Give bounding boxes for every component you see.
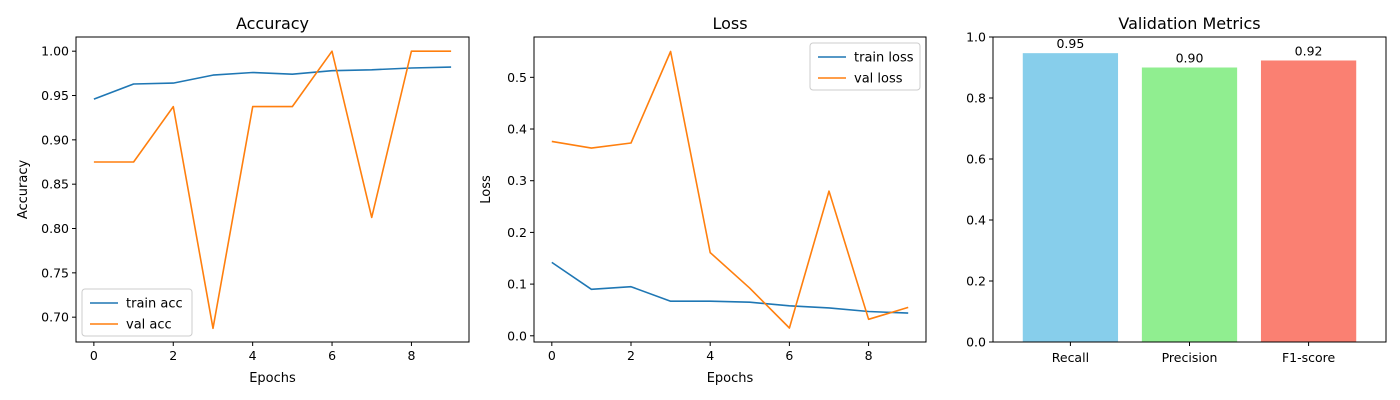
- bar-value-label: 0.92: [1295, 43, 1323, 58]
- legend-label: val acc: [126, 318, 172, 333]
- y-tick-label: 0.2: [966, 274, 986, 289]
- x-tick-label: 0: [548, 348, 556, 363]
- y-tick-label: 0.75: [41, 265, 69, 280]
- y-tick-label: 0.95: [41, 88, 69, 103]
- y-tick-label: 0.3: [507, 173, 527, 188]
- x-tick-label: 4: [706, 348, 714, 363]
- y-tick-label: 1.0: [966, 30, 986, 45]
- axes-frame: [75, 36, 470, 343]
- y-tick-label: 0.70: [41, 310, 69, 325]
- x-tick-label: Recall: [1052, 350, 1089, 365]
- x-tick-label: 6: [328, 348, 336, 363]
- bar-value-label: 0.90: [1176, 51, 1204, 66]
- y-tick-label: 0.6: [966, 152, 986, 167]
- bar-value-label: 0.95: [1056, 36, 1084, 51]
- legend: train acc val acc: [81, 288, 193, 337]
- legend-label: train loss: [854, 51, 914, 66]
- y-tick-label: 1.00: [41, 44, 69, 59]
- series-line-train-acc: [93, 66, 452, 100]
- bar-f1-score: [1260, 60, 1357, 343]
- y-tick-label: 0.90: [41, 132, 69, 147]
- chart-panel-3: Validation Metrics 0.0 0.2 0.4 0.6 0.8 1.0 0.95…: [966, 14, 1387, 365]
- x-tick-label: 2: [627, 348, 635, 363]
- x-axis-label: Epochs: [707, 371, 754, 386]
- legend-label: val loss: [854, 72, 903, 87]
- axes-frame: [533, 36, 927, 343]
- x-tick-label: 0: [90, 348, 98, 363]
- y-tick-label: 0.1: [507, 277, 527, 292]
- y-tick-label: 0.4: [507, 122, 527, 137]
- y-tick-label: 0.0: [507, 328, 527, 343]
- bar-precision: [1141, 67, 1238, 342]
- y-tick-label: 0.4: [966, 213, 986, 228]
- x-tick-label: 6: [785, 348, 793, 363]
- chart-panel-2: Loss 0.0 0.1 0.2 0.3 0.4 0.5 0 2 4 6 8 Epochs Loss tra…: [479, 14, 927, 386]
- y-tick-label: 0.5: [507, 70, 527, 85]
- y-axis-label: Loss: [479, 175, 494, 204]
- x-tick-label: 4: [249, 348, 257, 363]
- bar-recall: [1022, 53, 1119, 342]
- chart-title: Validation Metrics: [1118, 14, 1260, 33]
- axes-frame: [992, 36, 1387, 343]
- x-tick-label: 8: [407, 348, 415, 363]
- series-line-train-loss: [551, 261, 909, 314]
- y-tick-label: 0.8: [966, 91, 986, 106]
- chart-title: Accuracy: [236, 14, 309, 33]
- y-tick-label: 0.0: [966, 335, 986, 350]
- legend-label: train acc: [126, 297, 183, 312]
- x-tick-label: F1-score: [1282, 350, 1336, 365]
- y-axis-label: Accuracy: [16, 160, 31, 220]
- chart-title: Loss: [712, 14, 747, 33]
- series-line-val-acc: [93, 50, 452, 330]
- x-axis-label: Epochs: [249, 371, 296, 386]
- series-line-val-loss: [551, 50, 909, 329]
- y-tick-label: 0.80: [41, 221, 69, 236]
- x-tick-label: 8: [865, 348, 873, 363]
- y-tick-label: 0.85: [41, 177, 69, 192]
- chart-panel-1: Accuracy 0.70 0.75 0.80 0.85 0.90 0.95 1.00 0 2 4 6…: [16, 14, 470, 386]
- y-tick-label: 0.2: [507, 225, 527, 240]
- x-tick-label: Precision: [1162, 350, 1218, 365]
- legend: train loss val loss: [809, 42, 921, 91]
- x-tick-label: 2: [169, 348, 177, 363]
